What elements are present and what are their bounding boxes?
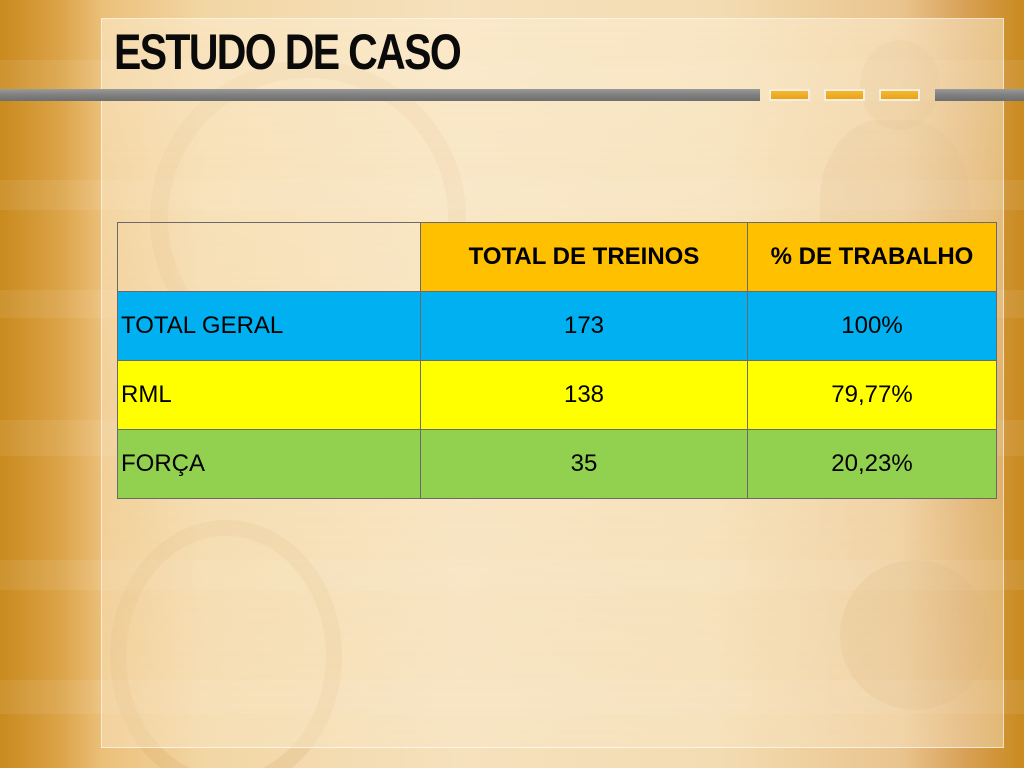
row-percent: 79,77%: [747, 360, 997, 430]
table-header-empty: [117, 222, 421, 292]
table-header-row: TOTAL DE TREINOS % DE TRABALHO: [117, 222, 997, 292]
title-divider-bar-right: [935, 89, 1024, 101]
accent-block: [824, 89, 865, 101]
row-label: RML: [117, 360, 421, 430]
table-header-percent: % DE TRABALHO: [747, 222, 997, 292]
table-row: RML 138 79,77%: [117, 360, 997, 430]
accent-block: [769, 89, 810, 101]
slide-title: ESTUDO DE CASO: [114, 24, 462, 80]
title-divider-bar: [0, 89, 760, 101]
row-total: 35: [420, 429, 748, 499]
accent-block: [879, 89, 920, 101]
row-label: FORÇA: [117, 429, 421, 499]
table-row: TOTAL GERAL 173 100%: [117, 291, 997, 361]
data-table: TOTAL DE TREINOS % DE TRABALHO TOTAL GER…: [117, 222, 997, 499]
row-percent: 20,23%: [747, 429, 997, 499]
table-header-total: TOTAL DE TREINOS: [420, 222, 748, 292]
row-total: 138: [420, 360, 748, 430]
table-row: FORÇA 35 20,23%: [117, 429, 997, 499]
row-label: TOTAL GERAL: [117, 291, 421, 361]
row-percent: 100%: [747, 291, 997, 361]
row-total: 173: [420, 291, 748, 361]
